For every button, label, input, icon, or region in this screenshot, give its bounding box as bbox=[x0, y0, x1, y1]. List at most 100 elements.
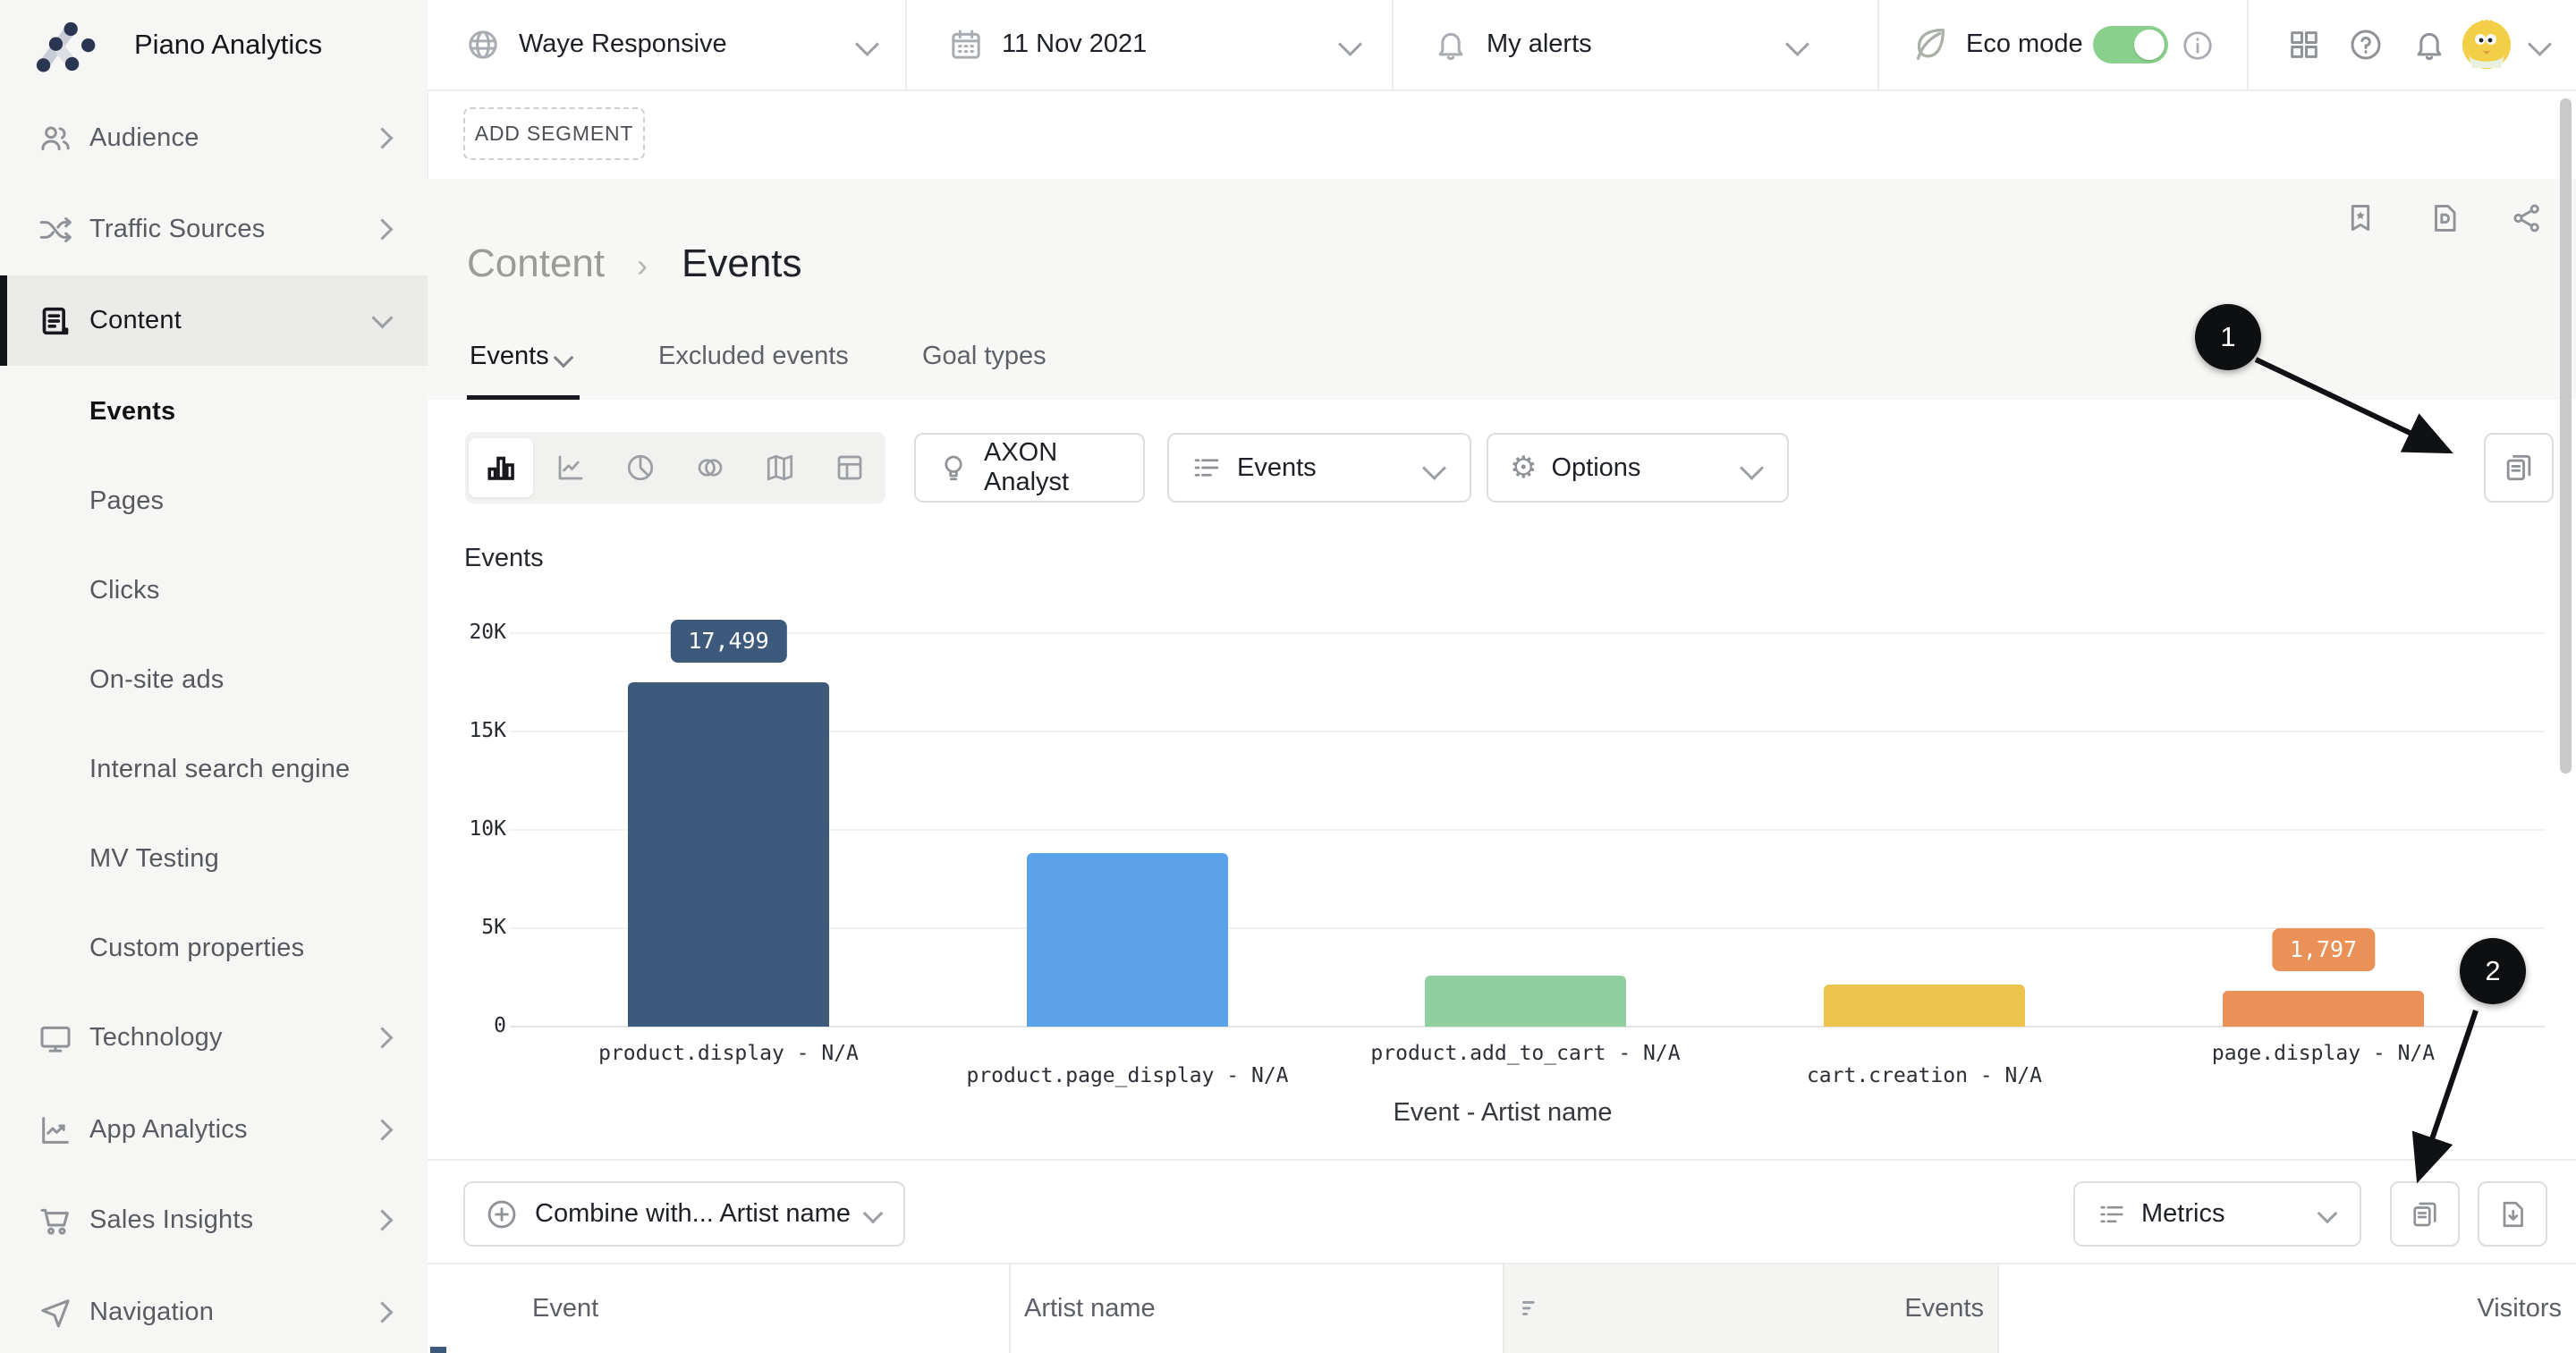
chevron-right-icon bbox=[371, 127, 394, 149]
x-axis-title: Event - Artist name bbox=[1393, 1098, 1613, 1127]
date-selector[interactable]: 11 Nov 2021 bbox=[1002, 30, 1148, 58]
column-header-visitors[interactable]: Visitors bbox=[2477, 1294, 2562, 1323]
cart-icon bbox=[38, 1203, 73, 1239]
info-icon[interactable] bbox=[2181, 29, 2215, 63]
apps-grid-icon[interactable] bbox=[2286, 27, 2322, 63]
chevron-down-icon bbox=[371, 307, 394, 329]
plus-circle-icon bbox=[485, 1197, 519, 1231]
chevron-right-icon bbox=[371, 218, 394, 241]
line-chart-type-button[interactable] bbox=[538, 438, 603, 497]
my-alerts[interactable]: My alerts bbox=[1487, 30, 1592, 58]
copy-chart-button[interactable] bbox=[2484, 433, 2554, 503]
sidebar-item-pages[interactable]: Pages bbox=[89, 486, 165, 515]
sidebar-item-events[interactable]: Events bbox=[89, 397, 176, 426]
bar-cart.creation - N/A[interactable] bbox=[1824, 985, 2025, 1027]
avatar[interactable] bbox=[2462, 20, 2512, 70]
venn-chart-type-button[interactable] bbox=[678, 438, 742, 497]
metrics-dropdown[interactable]: Metrics bbox=[2073, 1181, 2361, 1247]
combine-with-dropdown[interactable]: Combine with... Artist name bbox=[463, 1181, 905, 1247]
vertical-scrollbar[interactable] bbox=[2560, 98, 2572, 774]
add-segment-button[interactable]: ADD SEGMENT bbox=[463, 107, 645, 160]
list-icon bbox=[1191, 452, 1223, 484]
data-label: 17,499 bbox=[670, 620, 787, 663]
tab-events[interactable]: Events bbox=[470, 342, 549, 370]
category-label: cart.creation - N/A bbox=[1806, 1064, 2043, 1087]
audience-icon bbox=[38, 121, 73, 156]
dimension-dropdown[interactable]: Events bbox=[1167, 433, 1471, 503]
map-chart-type-button[interactable] bbox=[748, 438, 812, 497]
axon-analyst-button[interactable]: AXON Analyst bbox=[914, 433, 1145, 503]
tab-excluded-events[interactable]: Excluded events bbox=[658, 342, 849, 370]
eco-mode-toggle[interactable] bbox=[2093, 26, 2168, 63]
sidebar-item-audience[interactable]: Audience bbox=[0, 93, 428, 183]
chevron-right-icon bbox=[371, 1027, 394, 1049]
sidebar-item-sales-insights[interactable]: Sales Insights bbox=[0, 1175, 428, 1265]
shuffle-icon bbox=[38, 212, 73, 248]
gear-icon: ⚙ bbox=[1510, 451, 1538, 485]
calendar-icon bbox=[948, 27, 984, 63]
bar-page.display - N/A[interactable] bbox=[2223, 991, 2424, 1027]
sidebar-item-traffic-sources[interactable]: Traffic Sources bbox=[0, 184, 428, 275]
y-axis-tick: 15K bbox=[469, 719, 506, 742]
app-title: Piano Analytics bbox=[134, 29, 323, 60]
category-label: product.page_display - N/A bbox=[966, 1064, 1289, 1087]
chart-type-switcher bbox=[465, 432, 886, 503]
chart-title: Events bbox=[464, 544, 544, 572]
sidebar: Piano Analytics Audience Traffic Sources… bbox=[0, 0, 428, 1353]
column-header-events[interactable]: Events bbox=[1503, 1264, 1997, 1353]
bar-chart-type-button[interactable] bbox=[469, 438, 533, 497]
bar-product.add_to_cart - N/A[interactable] bbox=[1425, 976, 1626, 1027]
sidebar-item-custom-properties[interactable]: Custom properties bbox=[89, 934, 305, 962]
gridline bbox=[510, 1026, 2545, 1027]
monitor-icon bbox=[38, 1020, 73, 1056]
data-label: 1,797 bbox=[2271, 928, 2376, 971]
site-selector[interactable]: Waye Responsive bbox=[519, 30, 727, 58]
column-header-artist-name[interactable]: Artist name bbox=[1024, 1294, 1156, 1323]
y-axis-tick: 0 bbox=[494, 1014, 506, 1037]
gridline bbox=[510, 632, 2545, 634]
eco-mode-label: Eco mode bbox=[1966, 30, 2083, 58]
sidebar-item-onsite-ads[interactable]: On-site ads bbox=[89, 665, 225, 694]
annotation-step-2: 2 bbox=[2460, 938, 2526, 1004]
chevron-down-icon bbox=[862, 1203, 884, 1224]
sidebar-item-internal-search[interactable]: Internal search engine bbox=[89, 755, 351, 783]
page-title: Events bbox=[682, 241, 802, 285]
chevron-down-icon bbox=[1740, 456, 1764, 480]
bar-product.display - N/A[interactable] bbox=[628, 682, 829, 1027]
bookmark-icon[interactable] bbox=[2343, 201, 2377, 235]
table-chart-type-button[interactable] bbox=[818, 438, 882, 497]
share-icon[interactable] bbox=[2510, 201, 2544, 235]
category-label: product.add_to_cart - N/A bbox=[1370, 1042, 1681, 1065]
breadcrumb-section[interactable]: Content bbox=[467, 241, 606, 285]
piano-logo-icon bbox=[32, 18, 102, 75]
sidebar-item-mv-testing[interactable]: MV Testing bbox=[89, 844, 219, 873]
pie-chart-type-button[interactable] bbox=[608, 438, 673, 497]
leaf-icon bbox=[1909, 23, 1950, 64]
tab-goal-types[interactable]: Goal types bbox=[922, 342, 1046, 370]
sidebar-item-technology[interactable]: Technology bbox=[0, 993, 428, 1083]
events-column-shading bbox=[1503, 1264, 1997, 1353]
bulb-icon bbox=[937, 452, 970, 484]
category-label: page.display - N/A bbox=[2211, 1042, 2436, 1065]
copy-table-button[interactable] bbox=[2390, 1181, 2460, 1247]
report-icon[interactable] bbox=[2428, 201, 2462, 235]
help-icon[interactable] bbox=[2348, 27, 2384, 63]
notifications-bell-icon[interactable] bbox=[2411, 27, 2447, 63]
y-axis-tick: 20K bbox=[469, 621, 506, 644]
y-axis-tick: 5K bbox=[481, 916, 506, 939]
sort-filter-icon[interactable] bbox=[1519, 1298, 1542, 1321]
sidebar-item-content[interactable]: Content bbox=[0, 275, 428, 366]
column-header-event[interactable]: Event bbox=[532, 1294, 599, 1323]
bar-product.page_display - N/A[interactable] bbox=[1027, 853, 1228, 1027]
table-row-color-chip bbox=[430, 1347, 446, 1353]
options-dropdown[interactable]: ⚙ Options bbox=[1487, 433, 1789, 503]
sidebar-item-navigation[interactable]: Navigation bbox=[0, 1267, 428, 1353]
y-axis-tick: 10K bbox=[469, 817, 506, 841]
annotation-step-1: 1 bbox=[2195, 304, 2261, 370]
export-button[interactable] bbox=[2478, 1181, 2547, 1247]
sidebar-item-app-analytics[interactable]: App Analytics bbox=[0, 1085, 428, 1175]
sidebar-item-clicks[interactable]: Clicks bbox=[89, 576, 160, 605]
breadcrumb-separator: › bbox=[637, 247, 648, 283]
line-chart-icon bbox=[38, 1112, 73, 1148]
